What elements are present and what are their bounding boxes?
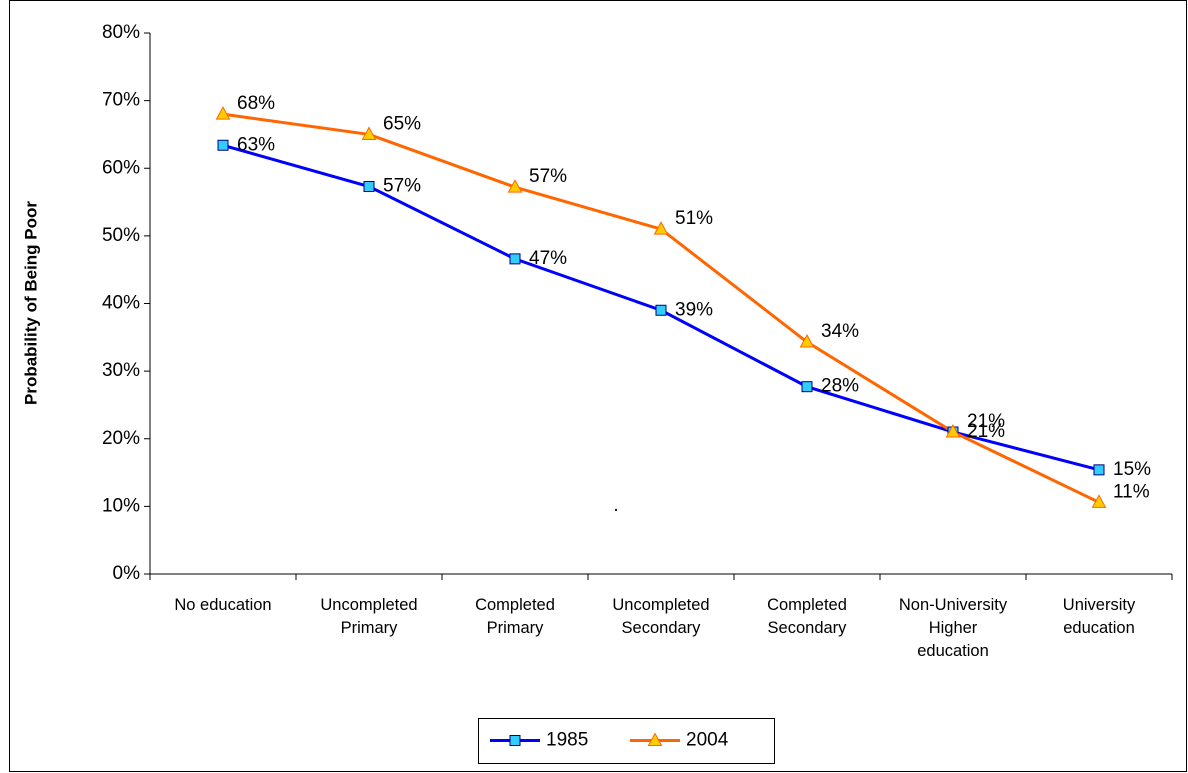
annotation: . (613, 495, 618, 516)
data-label: 11% (1113, 481, 1150, 502)
data-point (215, 106, 231, 120)
data-label: 47% (529, 248, 567, 269)
y-tick-label: 40% (102, 293, 140, 314)
x-tick-label: Completed Primary (475, 596, 555, 637)
data-label: 65% (383, 113, 421, 134)
y-axis-label: Probability of Being Poor (21, 201, 40, 405)
x-tick-label: No education (174, 596, 272, 614)
data-label: 57% (383, 176, 421, 197)
x-tick-label: Uncompleted Primary (320, 596, 418, 637)
y-tick-label: 60% (102, 157, 140, 178)
y-tick-label: 20% (102, 428, 140, 449)
data-label: 28% (821, 376, 859, 397)
data-point (363, 181, 375, 193)
legend-label: 2004 (686, 730, 729, 751)
data-point (801, 381, 813, 393)
legend-label: 1985 (546, 730, 588, 751)
data-point (653, 221, 669, 235)
data-point (1091, 494, 1107, 508)
data-label: 68% (237, 93, 275, 114)
x-tick-label: University education (1062, 596, 1136, 637)
data-label: 34% (821, 321, 859, 342)
data-point (1093, 464, 1105, 476)
data-point (945, 423, 961, 438)
legend-marker (647, 732, 663, 746)
data-point (655, 304, 667, 316)
data-label: 21% (967, 421, 1005, 442)
x-tick-label: Uncompleted Secondary (612, 596, 710, 637)
data-label: 21% (967, 411, 1005, 432)
y-tick-label: 80% (102, 22, 140, 43)
data-point (217, 139, 229, 151)
data-label: 57% (529, 166, 567, 187)
data-point (799, 333, 815, 348)
y-tick-label: 10% (102, 495, 140, 516)
y-tick-label: 30% (102, 360, 140, 381)
y-tick-label: 50% (102, 225, 140, 246)
data-label: 39% (675, 299, 713, 320)
data-point (509, 253, 521, 265)
data-label: 15% (1113, 459, 1151, 480)
legend-marker (509, 735, 521, 746)
data-point (507, 179, 523, 193)
frame (9, 0, 1187, 772)
y-tick-label: 0% (113, 563, 141, 584)
x-tick-label: Completed Secondary (767, 596, 847, 637)
x-tick-label: Non-University Higher education (898, 596, 1008, 660)
y-tick-label: 70% (102, 90, 140, 111)
data-point (361, 126, 377, 140)
data-label: 63% (237, 134, 275, 155)
data-label: 51% (675, 208, 713, 229)
